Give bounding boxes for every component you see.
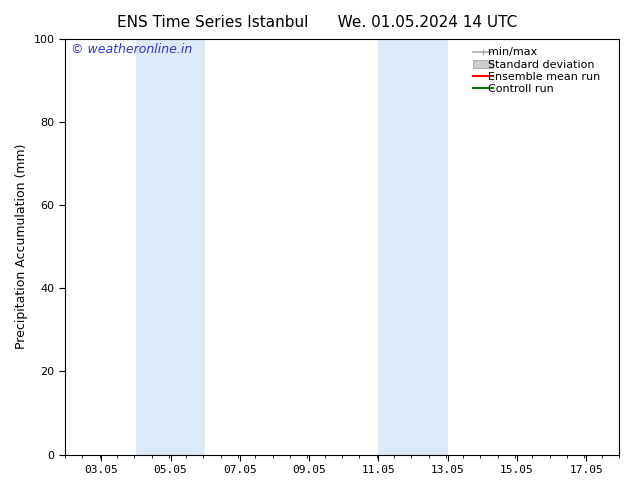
Legend: min/max, Standard deviation, Ensemble mean run, Controll run: min/max, Standard deviation, Ensemble me… xyxy=(470,44,614,98)
Text: © weatheronline.in: © weatheronline.in xyxy=(70,43,191,56)
Bar xyxy=(378,39,448,455)
Y-axis label: Precipitation Accumulation (mm): Precipitation Accumulation (mm) xyxy=(15,144,28,349)
Text: ENS Time Series Istanbul      We. 01.05.2024 14 UTC: ENS Time Series Istanbul We. 01.05.2024 … xyxy=(117,15,517,30)
Bar xyxy=(136,39,205,455)
